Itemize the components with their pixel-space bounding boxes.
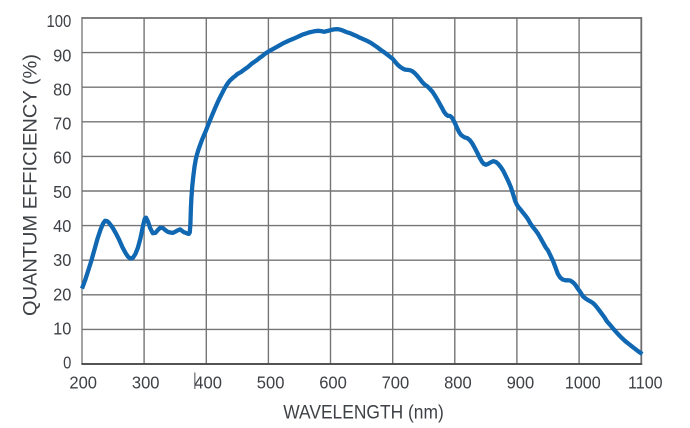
svg-text:1000: 1000 xyxy=(565,373,601,393)
svg-text:1100: 1100 xyxy=(628,373,663,393)
svg-text:0: 0 xyxy=(63,353,71,373)
svg-text:600: 600 xyxy=(319,373,347,393)
svg-text:20: 20 xyxy=(53,284,71,304)
svg-text:900: 900 xyxy=(507,373,535,393)
svg-text:WAVELENGTH (nm): WAVELENGTH (nm) xyxy=(283,402,444,423)
svg-text:800: 800 xyxy=(444,373,472,393)
svg-text:90: 90 xyxy=(53,45,71,65)
svg-text:60: 60 xyxy=(53,148,71,168)
svg-text:40: 40 xyxy=(53,216,71,236)
svg-text:300: 300 xyxy=(132,373,160,393)
svg-text:400: 400 xyxy=(194,373,222,393)
svg-text:70: 70 xyxy=(53,114,71,134)
svg-text:10: 10 xyxy=(53,319,71,339)
svg-text:200: 200 xyxy=(69,373,97,393)
svg-text:QUANTUM EFFICIENCY (%): QUANTUM EFFICIENCY (%) xyxy=(20,54,41,316)
svg-text:100: 100 xyxy=(47,11,72,31)
svg-text:50: 50 xyxy=(53,182,71,202)
svg-text:80: 80 xyxy=(53,79,71,99)
svg-text:500: 500 xyxy=(257,373,285,393)
svg-text:700: 700 xyxy=(382,373,410,393)
svg-text:30: 30 xyxy=(53,250,71,270)
